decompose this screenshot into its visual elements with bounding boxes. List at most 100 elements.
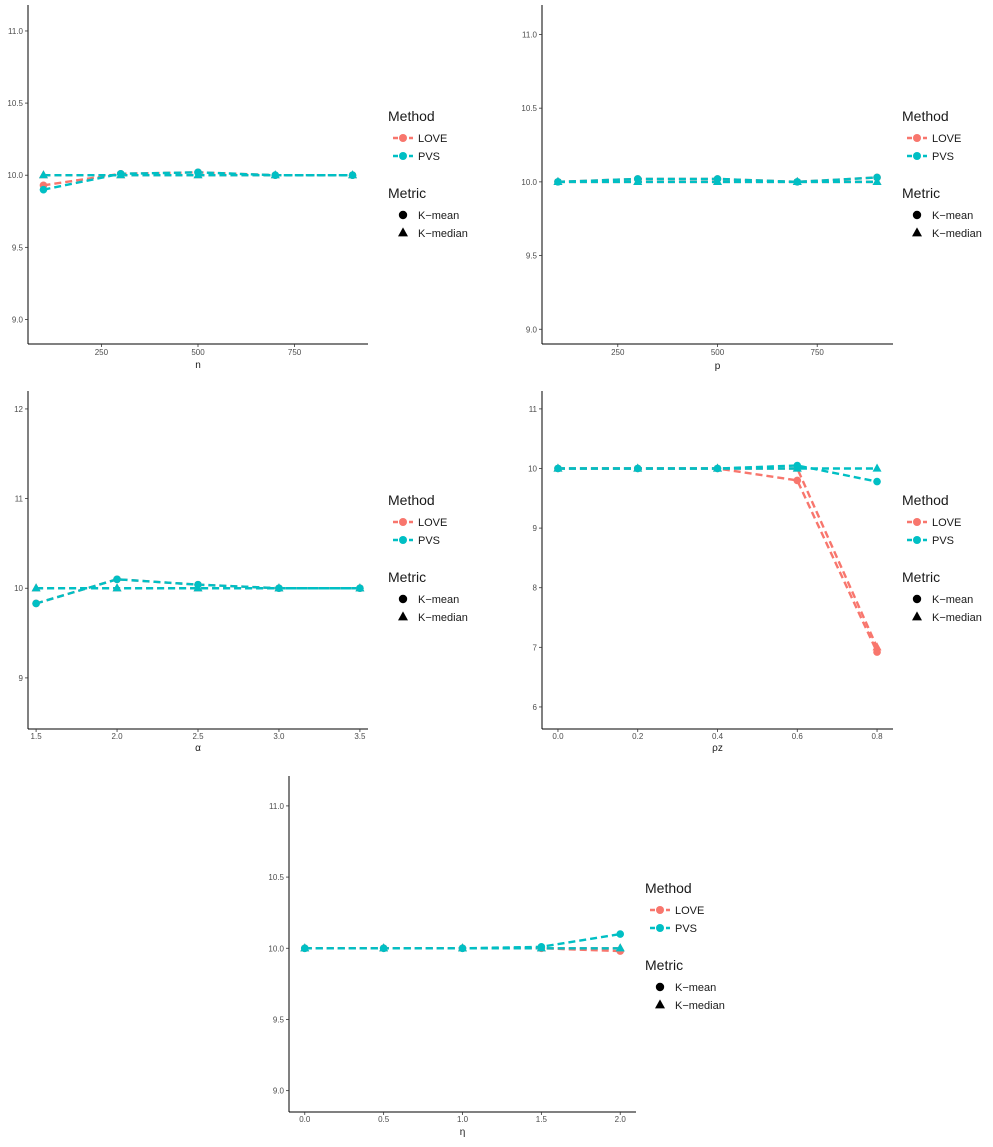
x-tick-label: 250 [95, 348, 109, 357]
y-tick-label: 10.5 [521, 104, 537, 113]
x-axis-title: α [195, 743, 201, 754]
point-love-kmean [793, 476, 802, 485]
x-axis-title: η [460, 1127, 466, 1138]
x-tick-label: 1.5 [536, 1115, 548, 1124]
point-pvs-kmedian [713, 463, 722, 472]
y-tick-label: 6 [533, 703, 538, 712]
legend-key-point [913, 536, 921, 544]
y-tick-label: 8 [533, 584, 538, 593]
legend: Method LOVE PVS Metric K−mean K−median [902, 108, 982, 240]
point-pvs-kmedian [792, 463, 802, 472]
x-tick-label: 3.5 [354, 732, 366, 741]
legend-key-point [656, 906, 664, 914]
legend-key-point [399, 134, 407, 142]
y-tick-label: 11.0 [269, 802, 285, 811]
legend-title-metric: Metric [902, 185, 940, 201]
legend-key-point [913, 152, 921, 160]
legend-title-metric: Metric [902, 569, 940, 585]
legend-key-triangle [912, 227, 922, 237]
y-tick-label: 10 [528, 464, 537, 473]
x-axis-title: n [195, 360, 201, 371]
legend-label-kmean: K−mean [932, 210, 973, 222]
y-tick-label: 11.0 [522, 30, 538, 39]
x-tick-label: 750 [288, 348, 302, 357]
y-tick-label: 9.5 [12, 243, 24, 252]
point-pvs-kmedian [270, 170, 280, 179]
x-tick-label: 0.4 [712, 732, 724, 741]
point-love-kmedian [872, 642, 882, 651]
point-pvs-kmedian [274, 583, 284, 592]
point-pvs-kmedian [38, 170, 48, 179]
point-pvs-kmedian [112, 583, 122, 592]
point-pvs-kmedian [355, 583, 365, 592]
point-pvs-kmedian [872, 463, 882, 472]
legend-label-kmedian: K−median [932, 228, 982, 240]
point-pvs-kmedian [379, 943, 389, 952]
x-tick-label: 3.0 [273, 732, 285, 741]
legend: Method LOVE PVS Metric K−mean K−median [388, 108, 468, 240]
legend-key-triangle [398, 227, 408, 237]
y-tick-label: 9.0 [12, 315, 24, 324]
legend-key-point [399, 518, 407, 526]
y-tick-label: 12 [14, 405, 23, 414]
legend-label-pvs: PVS [675, 923, 697, 935]
legend-label-kmedian: K−median [418, 612, 468, 624]
legend-title-metric: Metric [645, 957, 683, 973]
point-pvs-kmedian [792, 176, 802, 185]
point-pvs-kmedian [615, 943, 625, 952]
y-tick-label: 10.5 [268, 873, 284, 882]
legend: Method LOVE PVS Metric K−mean K−median [388, 492, 468, 624]
point-pvs-kmedian [31, 583, 41, 592]
legend-key-point [913, 134, 921, 142]
point-pvs-kmedian [553, 176, 563, 185]
legend-key-point [656, 924, 664, 932]
legend-key-circle [655, 982, 665, 992]
y-tick-label: 9.0 [526, 325, 538, 334]
legend-label-pvs: PVS [418, 535, 440, 547]
x-tick-label: 1.0 [457, 1115, 469, 1124]
point-pvs-kmedian [300, 943, 310, 952]
legend-title-method: Method [388, 108, 435, 124]
x-tick-label: 500 [711, 348, 725, 357]
y-tick-label: 10.5 [7, 99, 23, 108]
x-tick-label: 2.5 [192, 732, 204, 741]
point-pvs-kmedian [536, 943, 546, 952]
x-tick-label: 0.2 [632, 732, 644, 741]
series-line-love [557, 467, 879, 653]
legend-title-method: Method [645, 880, 692, 896]
legend-label-kmedian: K−median [675, 1000, 725, 1012]
point-pvs-kmedian [872, 176, 882, 185]
point-pvs-kmedian [193, 170, 203, 179]
legend-key-point [913, 518, 921, 526]
x-axis-title: p [715, 361, 721, 372]
point-pvs-kmedian [553, 463, 563, 472]
point-pvs-kmedian [713, 176, 722, 185]
y-tick-label: 9 [19, 674, 24, 683]
x-tick-label: 2.0 [615, 1115, 627, 1124]
legend-label-love: LOVE [932, 133, 961, 145]
y-tick-label: 10 [14, 584, 23, 593]
panel-5: 9.0 9.5 10.0 10.5 11.0 0.0 0.5 1.0 1.5 2.0 η Method… [268, 776, 725, 1138]
x-tick-label: 500 [191, 348, 205, 357]
legend-key-point [399, 536, 407, 544]
point-pvs-kmean [113, 575, 121, 584]
y-tick-label: 10.0 [521, 178, 537, 187]
point-pvs-kmean [873, 477, 881, 486]
legend-title-metric: Metric [388, 569, 426, 585]
y-tick-label: 9.0 [273, 1087, 285, 1096]
legend-key-triangle [655, 999, 665, 1009]
x-tick-label: 0.0 [299, 1115, 311, 1124]
y-tick-label: 11 [15, 495, 24, 504]
point-pvs-kmedian [633, 463, 643, 472]
x-tick-label: 0.8 [871, 732, 883, 741]
legend-label-kmedian: K−median [418, 228, 468, 240]
legend-key-triangle [398, 611, 408, 621]
point-pvs-kmedian [633, 176, 643, 185]
y-tick-label: 10.0 [268, 944, 284, 953]
y-tick-label: 7 [533, 643, 538, 652]
legend-label-pvs: PVS [932, 151, 954, 163]
legend: Method LOVE PVS Metric K−mean K−median [902, 492, 982, 624]
